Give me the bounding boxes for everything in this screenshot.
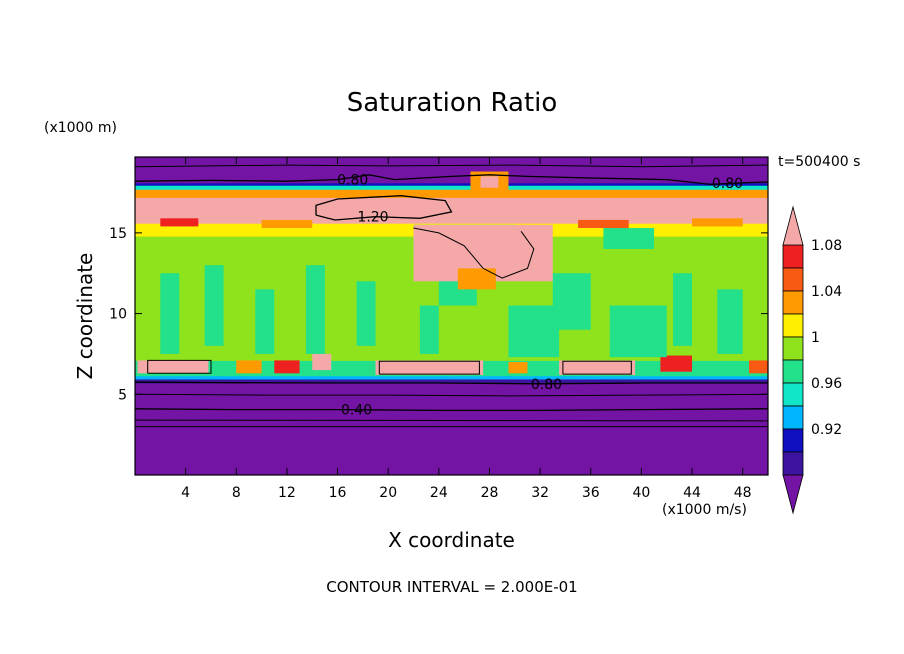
contour-line bbox=[147, 359, 212, 374]
colorbar-swatch bbox=[782, 428, 804, 453]
contour-cell bbox=[457, 268, 496, 290]
contour-labels: 1.20 0.80 0.80 0.80 0.40 bbox=[337, 173, 743, 419]
contour-cell bbox=[578, 219, 629, 229]
colorbar-label: 0.92 bbox=[811, 422, 842, 438]
contour-interval-label: CONTOUR INTERVAL = 2.000E-01 bbox=[326, 578, 578, 596]
colorbar-swatch bbox=[782, 451, 804, 476]
contour-cell bbox=[749, 360, 768, 374]
contour-cell bbox=[692, 218, 743, 227]
colorbar-swatch bbox=[782, 336, 804, 361]
x-tick-label: 16 bbox=[329, 485, 347, 501]
contour-line bbox=[378, 360, 480, 375]
contour-cell bbox=[137, 360, 209, 374]
time-label: t=500400 s bbox=[778, 154, 861, 170]
x-tick-label: 8 bbox=[232, 485, 241, 501]
x-tick-label: 12 bbox=[278, 485, 296, 501]
colorbar-swatch bbox=[782, 290, 804, 315]
contour-line bbox=[315, 195, 453, 221]
contour-cell bbox=[375, 360, 484, 375]
contour-cell bbox=[419, 305, 439, 354]
contour-cell bbox=[609, 305, 667, 358]
contour-cell bbox=[274, 360, 300, 374]
x-tick-label: 40 bbox=[632, 485, 650, 501]
y-tick-label: 15 bbox=[109, 226, 127, 242]
colorbar-swatch bbox=[782, 313, 804, 338]
contour-band bbox=[135, 189, 768, 198]
contour-lines bbox=[135, 164, 768, 428]
contour-band bbox=[135, 197, 768, 224]
contour-line bbox=[135, 174, 768, 186]
colorbar-label: 0.96 bbox=[811, 376, 842, 392]
colorbar-swatch bbox=[782, 382, 804, 407]
contour-field bbox=[135, 157, 768, 475]
contour-line bbox=[135, 419, 768, 422]
contour-cell bbox=[559, 360, 636, 375]
contour-line bbox=[135, 164, 768, 168]
colorbar-top-arrow bbox=[782, 205, 804, 246]
chart-title: Saturation Ratio bbox=[346, 88, 558, 118]
contour-cell bbox=[236, 360, 262, 374]
contour-label: 1.20 bbox=[357, 210, 388, 226]
x-tick-label: 48 bbox=[734, 485, 752, 501]
y-tick-label: 5 bbox=[118, 387, 127, 403]
contour-line bbox=[413, 227, 535, 279]
x-tick-label: 20 bbox=[379, 485, 397, 501]
contour-cell bbox=[508, 362, 528, 374]
colorbar-swatch bbox=[782, 244, 804, 269]
colorbar-swatch bbox=[782, 405, 804, 430]
colorbar-swatch bbox=[782, 267, 804, 292]
contour-cell bbox=[160, 273, 180, 354]
x-tick-label: 24 bbox=[430, 485, 448, 501]
contour-line bbox=[135, 381, 768, 385]
colorbar-label: 1.04 bbox=[811, 284, 842, 300]
contour-line bbox=[135, 393, 768, 397]
contour-cell bbox=[717, 289, 743, 354]
contour-line bbox=[562, 360, 632, 375]
x-tick-label: 28 bbox=[481, 485, 499, 501]
plot-frame bbox=[134, 156, 769, 476]
y-axis-unit: (x1000 m) bbox=[44, 120, 117, 136]
contour-band bbox=[135, 375, 768, 380]
contour-cell bbox=[160, 218, 199, 227]
contour-label: 0.40 bbox=[341, 403, 372, 419]
contour-line bbox=[135, 408, 768, 412]
contour-cell bbox=[660, 355, 693, 372]
x-tick-label: 44 bbox=[683, 485, 701, 501]
x-tick-label: 4 bbox=[181, 485, 190, 501]
y-tick-label: 10 bbox=[109, 307, 127, 323]
contour-band bbox=[135, 378, 768, 384]
x-axis-label: X coordinate bbox=[388, 528, 515, 552]
contour-band bbox=[135, 157, 768, 184]
contour-cell bbox=[312, 353, 332, 371]
contour-cell bbox=[603, 228, 655, 250]
contour-band bbox=[135, 382, 768, 475]
contour-cell bbox=[204, 265, 224, 346]
contour-label: 0.80 bbox=[531, 377, 562, 393]
colorbar-label: 1 bbox=[811, 330, 820, 346]
contour-cell bbox=[552, 273, 591, 330]
colorbar-bottom-arrow bbox=[782, 474, 804, 515]
contour-cell bbox=[673, 273, 693, 346]
colorbar-label: 1.08 bbox=[811, 238, 842, 254]
contour-label: 0.80 bbox=[712, 176, 743, 192]
x-tick-label: 36 bbox=[582, 485, 600, 501]
contour-cell bbox=[508, 305, 560, 358]
colorbar: 1.08 1.04 1 0.96 0.92 bbox=[782, 205, 842, 515]
contour-label: 0.80 bbox=[337, 173, 368, 189]
colorbar-swatch bbox=[782, 359, 804, 384]
contour-band bbox=[135, 185, 768, 190]
contour-cell bbox=[261, 219, 313, 229]
contour-cell bbox=[356, 281, 376, 346]
x-tick-label: 32 bbox=[531, 485, 549, 501]
x-axis-unit: (x1000 m/s) bbox=[662, 502, 747, 518]
contour-cell bbox=[255, 289, 275, 354]
contour-band bbox=[135, 182, 768, 186]
contour-cell bbox=[480, 176, 499, 188]
contour-cell bbox=[305, 265, 325, 354]
